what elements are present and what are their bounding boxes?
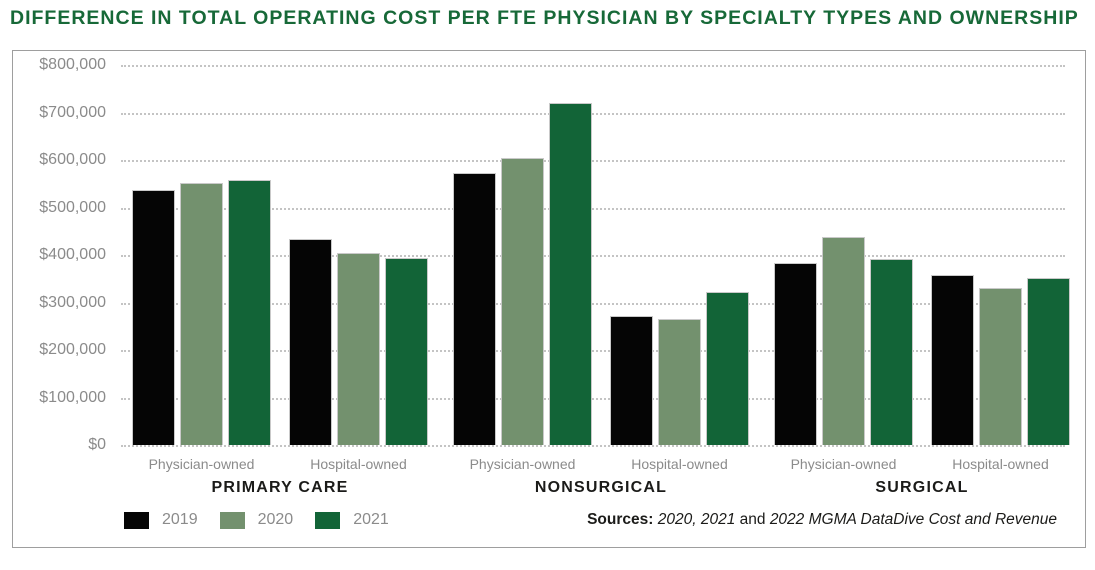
bar-group-primary-care [132,65,428,445]
y-axis-label: $800,000 [39,56,106,73]
bar-subgroup-nonsurgical-hospital-owned [610,65,749,445]
legend-swatch-2020 [219,511,245,529]
bar-primary-care-hospital-owned-2019 [289,239,332,445]
x-tick-label: Hospital-owned [310,456,407,472]
bars [132,65,1070,445]
bar-primary-care-physician-owned-2019 [132,190,175,445]
bar-nonsurgical-physician-owned-2020 [501,158,544,445]
x-axis-ownership-labels: Physician-owned Hospital-owned Physician-o… [132,456,1070,472]
gridlines [121,65,1065,447]
sources-years: 2020, 2021 [653,511,736,528]
gridline [121,112,1065,115]
bar-nonsurgical-hospital-owned-2020 [658,319,701,445]
bar-nonsurgical-hospital-owned-2021 [706,292,749,445]
y-axis-label: $600,000 [39,151,106,168]
y-axis-label: $700,000 [39,103,106,121]
y-axis-label: $400,000 [39,246,106,263]
bar-surgical-physician-owned-2019 [774,263,817,445]
bar-primary-care-physician-owned-2020 [180,183,223,445]
bar-primary-care-hospital-owned-2021 [385,258,428,445]
x-tick-label: Physician-owned [790,456,897,472]
gridline [121,255,1065,257]
bar-subgroup-surgical-physician-owned [774,65,913,445]
group-label-nonsurgical: NONSURGICAL [534,479,668,496]
chart-footer: 2019 2020 2021 Sources: 2020, 2021 and 202… [124,506,1057,534]
gridline [121,302,1065,305]
bar-primary-care-physician-owned-2021 [228,180,271,445]
bar-surgical-physician-owned-2020 [822,237,865,445]
y-axis-label: $200,000 [39,341,106,358]
legend: 2019 2020 2021 [124,511,389,529]
legend-swatch-2021 [315,511,341,529]
x-tick-label: Physician-owned [469,456,576,472]
bar-surgical-physician-owned-2021 [870,259,913,445]
bar-subgroup-primary-care-physician-owned [132,65,271,445]
bar-surgical-hospital-owned-2021 [1027,278,1070,445]
bar-nonsurgical-physician-owned-2019 [453,173,496,445]
gridline [121,160,1065,162]
legend-item-2020: 2020 [219,511,294,529]
gridline [121,65,1065,67]
bar-primary-care-hospital-owned-2020 [337,253,380,445]
sources-publication: 2022 MGMA DataDive Cost and Revenue [769,511,1057,528]
bar-subgroup-nonsurgical-physician-owned [453,65,592,445]
legend-item-2019: 2019 [124,511,198,529]
sources-connector: and [735,511,770,528]
legend-label: 2019 [162,511,198,528]
legend-item-2021: 2021 [315,511,389,529]
legend-label: 2020 [257,511,294,528]
legend-label: 2021 [353,511,389,528]
y-axis-label: $500,000 [39,198,106,216]
bar-group-nonsurgical [453,65,749,445]
label-cell-primary-care: Physician-owned Hospital-owned [132,456,428,472]
label-cell-surgical: Physician-owned Hospital-owned [774,456,1070,472]
sources-note: Sources: 2020, 2021 and 2022 MGMA DataDi… [587,511,1057,529]
x-axis-specialty-labels: PRIMARY CARE NONSURGICAL SURGICAL [132,479,1070,497]
chart-frame: $800,000 $700,000 $600,000 $500,000 $400,000… [12,50,1086,548]
y-axis-label: $0 [88,436,106,453]
bar-nonsurgical-physician-owned-2021 [549,103,592,445]
plot-area: $800,000 $700,000 $600,000 $500,000 $400,000… [13,51,1085,547]
gridline [121,350,1065,352]
y-axis-label: $300,000 [39,293,106,311]
bar-surgical-hospital-owned-2019 [931,275,974,445]
bar-nonsurgical-hospital-owned-2019 [610,316,653,445]
gridline [121,207,1065,210]
bar-subgroup-surgical-hospital-owned [931,65,1070,445]
x-tick-label: Physician-owned [148,456,255,472]
bar-group-surgical [774,65,1070,445]
y-axis-label: $100,000 [39,388,106,406]
y-axis: $800,000 $700,000 $600,000 $500,000 $400,000… [13,56,106,453]
group-label-surgical: SURGICAL [875,479,969,496]
bar-subgroup-primary-care-hospital-owned [289,65,428,445]
x-tick-label: Hospital-owned [952,456,1049,472]
sources-label: Sources: [587,511,654,528]
gridline [121,397,1065,400]
x-tick-label: Hospital-owned [631,456,728,472]
page-title: DIFFERENCE IN TOTAL OPERATING COST PER F… [10,7,1079,29]
group-label-primary-care: PRIMARY CARE [211,479,349,496]
gridline [121,445,1065,447]
legend-swatch-2019 [124,511,149,529]
bar-surgical-hospital-owned-2020 [979,288,1022,445]
label-cell-nonsurgical: Physician-owned Hospital-owned [453,456,749,472]
